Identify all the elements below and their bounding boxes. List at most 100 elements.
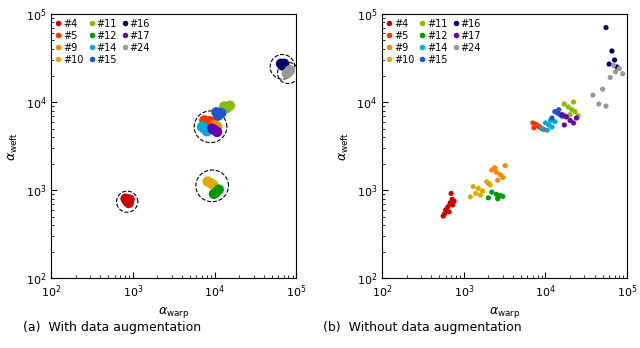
Point bbox=[572, 115, 582, 121]
Point bbox=[122, 198, 132, 204]
Point bbox=[465, 194, 476, 200]
Point bbox=[601, 25, 611, 30]
Point bbox=[438, 213, 449, 219]
Legend: #4, #5, #9, #10, #11, #12, #14, #15, #16, #17, #24: #4, #5, #9, #10, #11, #12, #14, #15, #16… bbox=[385, 17, 483, 66]
Point bbox=[491, 169, 501, 175]
Point bbox=[205, 181, 216, 186]
Point bbox=[550, 109, 560, 114]
Point bbox=[485, 182, 495, 188]
Point bbox=[285, 68, 295, 73]
Point bbox=[225, 103, 235, 109]
Point bbox=[209, 127, 220, 133]
Point bbox=[495, 172, 506, 177]
Point bbox=[530, 121, 540, 127]
Point bbox=[607, 48, 617, 54]
Point bbox=[470, 191, 481, 196]
Point bbox=[468, 184, 478, 189]
Point bbox=[444, 209, 454, 215]
Point bbox=[538, 127, 548, 132]
Point bbox=[529, 125, 539, 130]
Point bbox=[555, 112, 565, 117]
Point bbox=[500, 163, 510, 168]
Point bbox=[276, 61, 286, 66]
Point bbox=[208, 125, 218, 130]
Point bbox=[284, 69, 294, 75]
Point bbox=[495, 193, 506, 198]
Point bbox=[490, 165, 500, 171]
Point bbox=[202, 128, 212, 134]
Point bbox=[601, 103, 611, 109]
Point bbox=[493, 177, 503, 183]
Point bbox=[552, 110, 563, 116]
Point bbox=[282, 71, 292, 77]
Point bbox=[559, 122, 570, 128]
Point bbox=[199, 126, 209, 132]
Point bbox=[611, 69, 621, 75]
Point bbox=[547, 124, 557, 130]
Point bbox=[481, 179, 492, 184]
Point bbox=[557, 112, 567, 117]
Point bbox=[570, 109, 580, 114]
Point bbox=[486, 189, 497, 195]
Point bbox=[205, 118, 215, 124]
Point bbox=[439, 211, 449, 216]
Point bbox=[594, 101, 604, 107]
Point bbox=[476, 192, 486, 198]
Point bbox=[209, 191, 219, 197]
Point bbox=[207, 126, 217, 131]
Y-axis label: $\alpha_{\mathrm{weft}}$: $\alpha_{\mathrm{weft}}$ bbox=[338, 132, 351, 161]
Point bbox=[202, 179, 212, 184]
Point bbox=[605, 75, 615, 80]
Point bbox=[566, 107, 577, 112]
Legend: #4, #5, #9, #10, #11, #12, #14, #15, #16, #17, #24: #4, #5, #9, #10, #11, #12, #14, #15, #16… bbox=[54, 17, 152, 66]
Point bbox=[491, 191, 501, 197]
Point bbox=[536, 126, 547, 132]
Point bbox=[216, 110, 227, 116]
Point bbox=[498, 175, 508, 180]
Point bbox=[563, 104, 573, 110]
Point bbox=[199, 118, 209, 123]
Point bbox=[540, 120, 550, 126]
Point bbox=[498, 194, 508, 199]
Point bbox=[219, 104, 229, 109]
Point bbox=[618, 71, 628, 77]
Point bbox=[447, 197, 457, 202]
Point bbox=[447, 202, 458, 208]
Point bbox=[604, 61, 614, 67]
Point bbox=[212, 129, 222, 135]
Point bbox=[550, 119, 560, 125]
Y-axis label: $\alpha_{\mathrm{weft}}$: $\alpha_{\mathrm{weft}}$ bbox=[7, 132, 20, 161]
Point bbox=[559, 101, 570, 107]
Point bbox=[211, 189, 221, 195]
Point bbox=[598, 86, 608, 92]
Point bbox=[557, 113, 567, 119]
Point bbox=[493, 196, 503, 201]
Point bbox=[561, 114, 572, 120]
Point bbox=[483, 195, 493, 201]
Point bbox=[559, 113, 570, 119]
Point bbox=[473, 185, 483, 191]
Point bbox=[202, 120, 212, 126]
Point bbox=[547, 115, 557, 121]
Point bbox=[120, 196, 131, 201]
Point bbox=[212, 124, 222, 129]
Point bbox=[449, 198, 459, 204]
Point bbox=[221, 105, 232, 111]
Point bbox=[211, 109, 221, 115]
Text: (a)  With data augmentation: (a) With data augmentation bbox=[23, 321, 201, 334]
Point bbox=[609, 63, 619, 68]
Point bbox=[536, 126, 547, 132]
Point bbox=[573, 113, 583, 119]
X-axis label: $\alpha_{\mathrm{warp}}$: $\alpha_{\mathrm{warp}}$ bbox=[489, 306, 520, 321]
Point bbox=[214, 187, 224, 192]
Point bbox=[197, 124, 207, 130]
Point bbox=[532, 123, 543, 128]
Point bbox=[278, 63, 288, 68]
Point bbox=[528, 120, 538, 126]
Point bbox=[534, 124, 545, 130]
Point bbox=[213, 113, 223, 119]
Point bbox=[565, 118, 575, 123]
Point bbox=[124, 197, 134, 202]
Point bbox=[486, 167, 497, 173]
Text: (b)  Without data augmentation: (b) Without data augmentation bbox=[323, 321, 522, 334]
